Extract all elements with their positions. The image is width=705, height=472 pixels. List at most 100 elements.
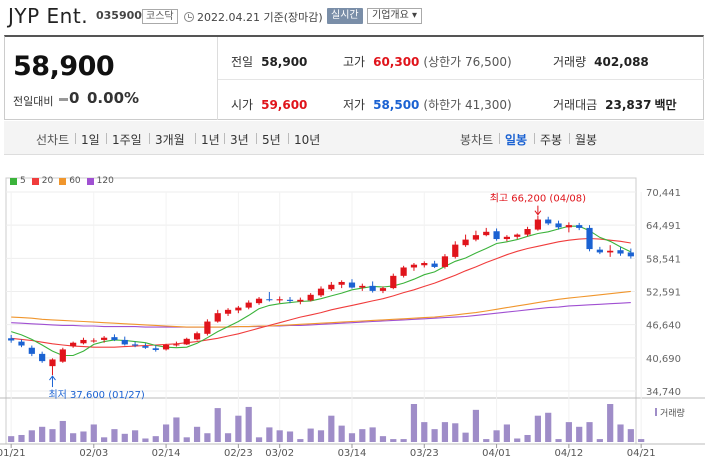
candle-body xyxy=(224,309,232,314)
chart-legend: 5 20 60 120 xyxy=(10,176,120,186)
tab-10year[interactable]: 10년 xyxy=(294,133,321,147)
candle-body xyxy=(245,302,252,308)
volume-bar xyxy=(534,415,541,442)
volume-bar xyxy=(483,439,490,442)
candle-body xyxy=(390,275,397,289)
candle-body xyxy=(596,249,603,253)
volume-bar xyxy=(224,433,232,442)
volume-bar xyxy=(359,429,366,442)
volume-bar xyxy=(627,429,634,442)
tab-3month[interactable]: 3개월 xyxy=(155,133,185,147)
candle-body xyxy=(307,294,314,301)
volume-bar xyxy=(70,433,77,442)
candle-body xyxy=(276,299,283,301)
tab-weekly[interactable]: 주봉 xyxy=(540,133,563,147)
candle-body xyxy=(555,223,562,228)
candle-body xyxy=(173,344,180,346)
candle-body xyxy=(369,285,376,291)
open-value: 59,600 xyxy=(261,98,308,112)
volume-bar xyxy=(338,425,345,442)
x-tick-label: 03/14 xyxy=(338,448,367,459)
volume-legend-label: 거래량 xyxy=(660,407,685,419)
candle-body xyxy=(431,263,438,267)
ma60-line xyxy=(11,290,631,328)
candle-body xyxy=(410,264,418,268)
volume-bar xyxy=(565,422,572,442)
legend-swatch xyxy=(31,177,39,185)
x-tick-label: 03/23 xyxy=(410,448,439,459)
candle-body xyxy=(132,344,139,346)
tab-5year[interactable]: 5년 xyxy=(262,133,281,147)
stock-name: JYP Ent. xyxy=(8,4,89,28)
volume-bar xyxy=(462,432,469,442)
volume-bar xyxy=(328,415,335,442)
volume-bar xyxy=(503,424,510,442)
prev-close-value: 58,900 xyxy=(261,55,308,69)
clock-icon xyxy=(184,12,194,22)
volume-bar xyxy=(410,404,418,442)
tab-3year[interactable]: 3년 xyxy=(230,133,249,147)
tab-1day[interactable]: 1일 xyxy=(81,133,100,147)
base-date-text: 2022.04.21 기준(장마감) xyxy=(197,11,323,24)
company-overview-button[interactable]: 기업개요 ▾ xyxy=(367,8,422,24)
volume-bar xyxy=(59,420,66,442)
line-chart-label: 선차트 xyxy=(36,133,70,147)
volume-bar xyxy=(638,439,645,442)
volume-bar xyxy=(142,438,149,442)
x-tick-label: 04/01 xyxy=(482,448,511,459)
candle-body xyxy=(266,299,273,301)
open-price: 시가 59,600 xyxy=(231,96,307,113)
realtime-button[interactable]: 실시간 xyxy=(327,8,363,24)
tab-monthly[interactable]: 월봉 xyxy=(575,133,598,147)
tab-1week[interactable]: 1주일 xyxy=(112,133,142,147)
low-annotation: 최저 37,600 (01/27) xyxy=(48,389,144,401)
candle-body xyxy=(255,298,263,304)
candle-body xyxy=(441,256,449,267)
candle-body xyxy=(286,299,294,301)
volume-bar xyxy=(369,427,376,442)
volume-bar xyxy=(390,439,397,442)
candle-body xyxy=(576,225,583,228)
divider xyxy=(499,133,500,144)
price-summary-box: 58,900 전일대비 0 0.00% 전일 58,900 고가 60,300 … xyxy=(4,35,704,120)
candle-body xyxy=(193,333,201,340)
candle-body xyxy=(80,339,87,344)
divider xyxy=(218,79,704,80)
volume-bar xyxy=(441,422,449,442)
volume-bar xyxy=(204,433,211,442)
tab-daily[interactable]: 일봉 xyxy=(505,133,528,147)
divider xyxy=(149,133,150,144)
volume-bar xyxy=(545,412,552,442)
high-arrow-head xyxy=(534,210,542,216)
amount-unit: 백만 xyxy=(654,98,677,112)
volume-bar xyxy=(431,429,438,442)
y-tick-label: 58,541 xyxy=(646,254,681,265)
y-tick-label: 46,640 xyxy=(646,321,681,332)
amount-value: 23,837 xyxy=(605,98,652,112)
candle-body xyxy=(18,341,25,346)
x-tick-label: 02/14 xyxy=(152,448,181,459)
candle-body xyxy=(328,284,335,290)
candle-body xyxy=(8,338,15,341)
volume-bar xyxy=(49,429,56,442)
volume-value: 402,088 xyxy=(594,55,649,69)
volume-bar xyxy=(307,428,314,442)
candle-body xyxy=(359,285,366,288)
prev-close: 전일 58,900 xyxy=(231,53,307,70)
candle-body xyxy=(297,299,304,302)
candle-body xyxy=(493,231,500,240)
change-percent: 0.00% xyxy=(87,89,140,107)
candle-body xyxy=(28,347,35,354)
low-arrow-head xyxy=(49,375,56,381)
legend-label: 60 xyxy=(69,176,81,186)
trade-amount: 거래대금 23,837 백만 xyxy=(553,96,677,113)
volume-label: 거래량 xyxy=(553,55,587,69)
legend-label: 120 xyxy=(96,176,114,186)
y-tick-label: 40,690 xyxy=(646,354,681,365)
divider xyxy=(224,133,225,144)
high-value: 60,300 xyxy=(373,55,420,69)
prev-close-label: 전일 xyxy=(231,55,254,69)
legend-ma120: 120 xyxy=(86,176,114,186)
tab-1year[interactable]: 1년 xyxy=(201,133,220,147)
price-chart[interactable]: 70,441 64,491 58,541 52,591 46,640 40,690 34,7… xyxy=(0,160,705,472)
